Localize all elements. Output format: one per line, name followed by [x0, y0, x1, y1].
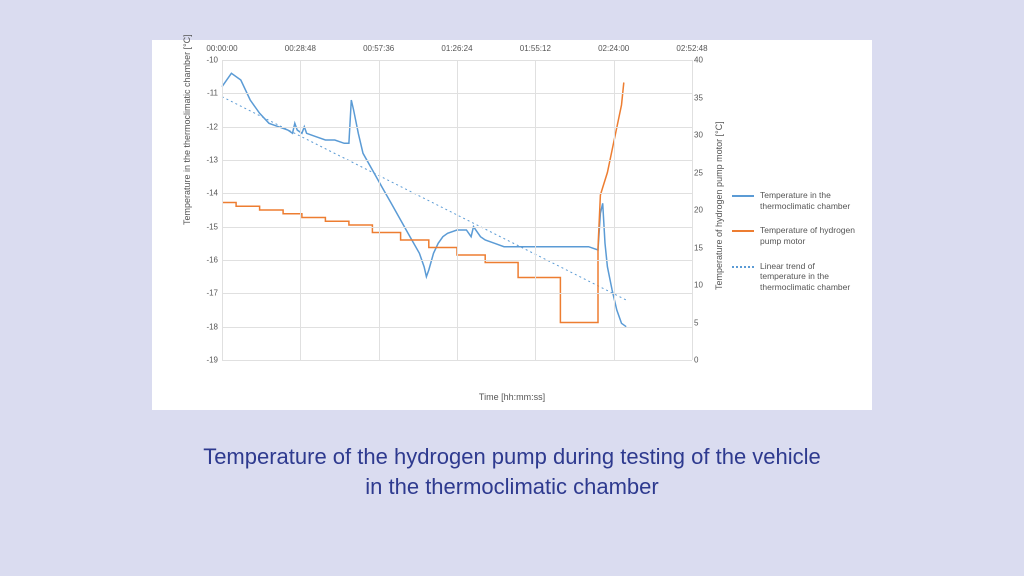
y-left-tick: -10	[200, 56, 218, 65]
legend-item-chamber: Temperature in the thermoclimatic chambe…	[732, 190, 862, 211]
x-tick: 01:55:12	[520, 44, 551, 53]
figure-caption: Temperature of the hydrogen pump during …	[192, 442, 832, 501]
y-right-tick: 35	[694, 93, 712, 102]
x-tick: 00:00:00	[206, 44, 237, 53]
y-left-tick: -19	[200, 356, 218, 365]
y-right-axis-label: Temperature of hydrogen pump motor [°C]	[714, 121, 724, 290]
y-left-tick: -18	[200, 322, 218, 331]
legend-swatch-chamber	[732, 195, 754, 197]
y-left-tick: -13	[200, 156, 218, 165]
legend-item-motor: Temperature of hydrogen pump motor	[732, 225, 862, 246]
y-right-tick: 25	[694, 168, 712, 177]
y-right-tick: 40	[694, 56, 712, 65]
x-tick: 00:28:48	[285, 44, 316, 53]
y-left-tick: -17	[200, 289, 218, 298]
y-left-tick: -15	[200, 222, 218, 231]
legend: Temperature in the thermoclimatic chambe…	[732, 190, 862, 306]
x-tick: 02:24:00	[598, 44, 629, 53]
y-right-tick: 10	[694, 281, 712, 290]
x-axis-label: Time [hh:mm:ss]	[152, 392, 872, 402]
y-right-tick: 20	[694, 206, 712, 215]
y-right-tick: 30	[694, 131, 712, 140]
legend-item-trend: Linear trend of temperature in the therm…	[732, 261, 862, 293]
y-left-tick: -11	[200, 89, 218, 98]
y-right-tick: 15	[694, 243, 712, 252]
y-left-tick: -16	[200, 256, 218, 265]
x-tick: 01:26:24	[441, 44, 472, 53]
plot-area: 00:00:0000:28:4800:57:3601:26:2401:55:12…	[222, 60, 692, 360]
legend-label: Linear trend of temperature in the therm…	[760, 261, 862, 293]
y-right-tick: 0	[694, 356, 712, 365]
legend-swatch-motor	[732, 230, 754, 232]
legend-swatch-trend	[732, 266, 754, 268]
y-right-tick: 5	[694, 318, 712, 327]
x-tick: 02:52:48	[676, 44, 707, 53]
x-tick: 00:57:36	[363, 44, 394, 53]
y-left-tick: -14	[200, 189, 218, 198]
chart-card: 00:00:00 00:28:48 00:57:36 01:26:24 01:55:12…	[152, 40, 872, 410]
y-left-tick: -12	[200, 122, 218, 131]
legend-label: Temperature of hydrogen pump motor	[760, 225, 862, 246]
legend-label: Temperature in the thermoclimatic chambe…	[760, 190, 862, 211]
y-left-axis-label: Temperature in the thermoclimatic chambe…	[182, 34, 192, 225]
